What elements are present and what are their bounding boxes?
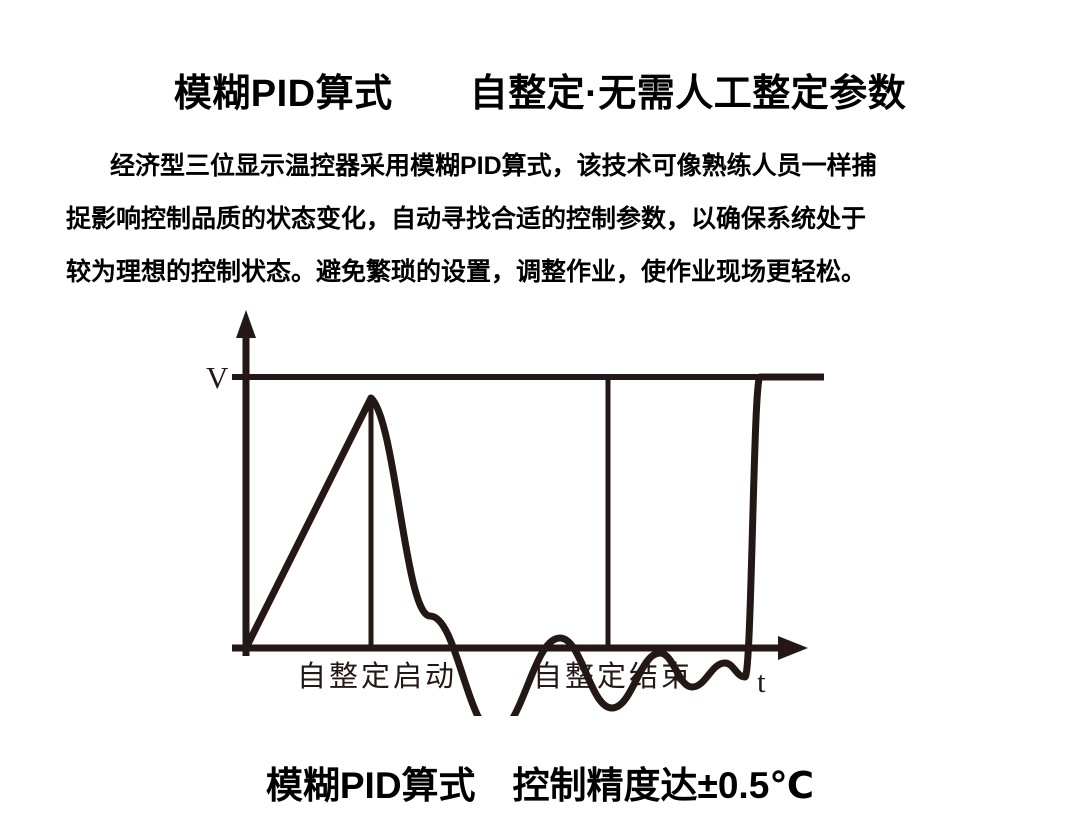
body-line-2: 捉影响控制品质的状态变化，自动寻找合适的控制参数，以确保系统处于 (66, 205, 867, 233)
response-curve (242, 373, 824, 716)
x-axis-arrow-icon (778, 636, 808, 660)
chart-svg: V t 自整定启动 自整定结束 (206, 310, 824, 716)
body-paragraph: 经济型三位显示温控器采用模糊PID算式，该技术可像熟练人员一样捕 捉影响控制品质… (66, 140, 1018, 299)
footer-tagline: 模糊PID算式 控制精度达±0.5℃ (265, 765, 815, 806)
y-axis-label: V (206, 360, 229, 395)
body-line-3: 较为理想的控制状态。避免繁琐的设置，调整作业，使作业现场更轻松。 (66, 258, 867, 286)
body-line-1: 经济型三位显示温控器采用模糊PID算式，该技术可像熟练人员一样捕 (110, 152, 877, 180)
page-title: 模糊PID算式 自整定·无需人工整定参数 (173, 73, 907, 115)
tuning-start-label: 自整定启动 (297, 660, 457, 693)
x-axis-label: t (757, 664, 766, 699)
y-axis-arrow-icon (236, 310, 256, 338)
tuning-end-label: 自整定结束 (533, 660, 693, 693)
pid-response-chart: V t 自整定启动 自整定结束 (0, 296, 1080, 716)
